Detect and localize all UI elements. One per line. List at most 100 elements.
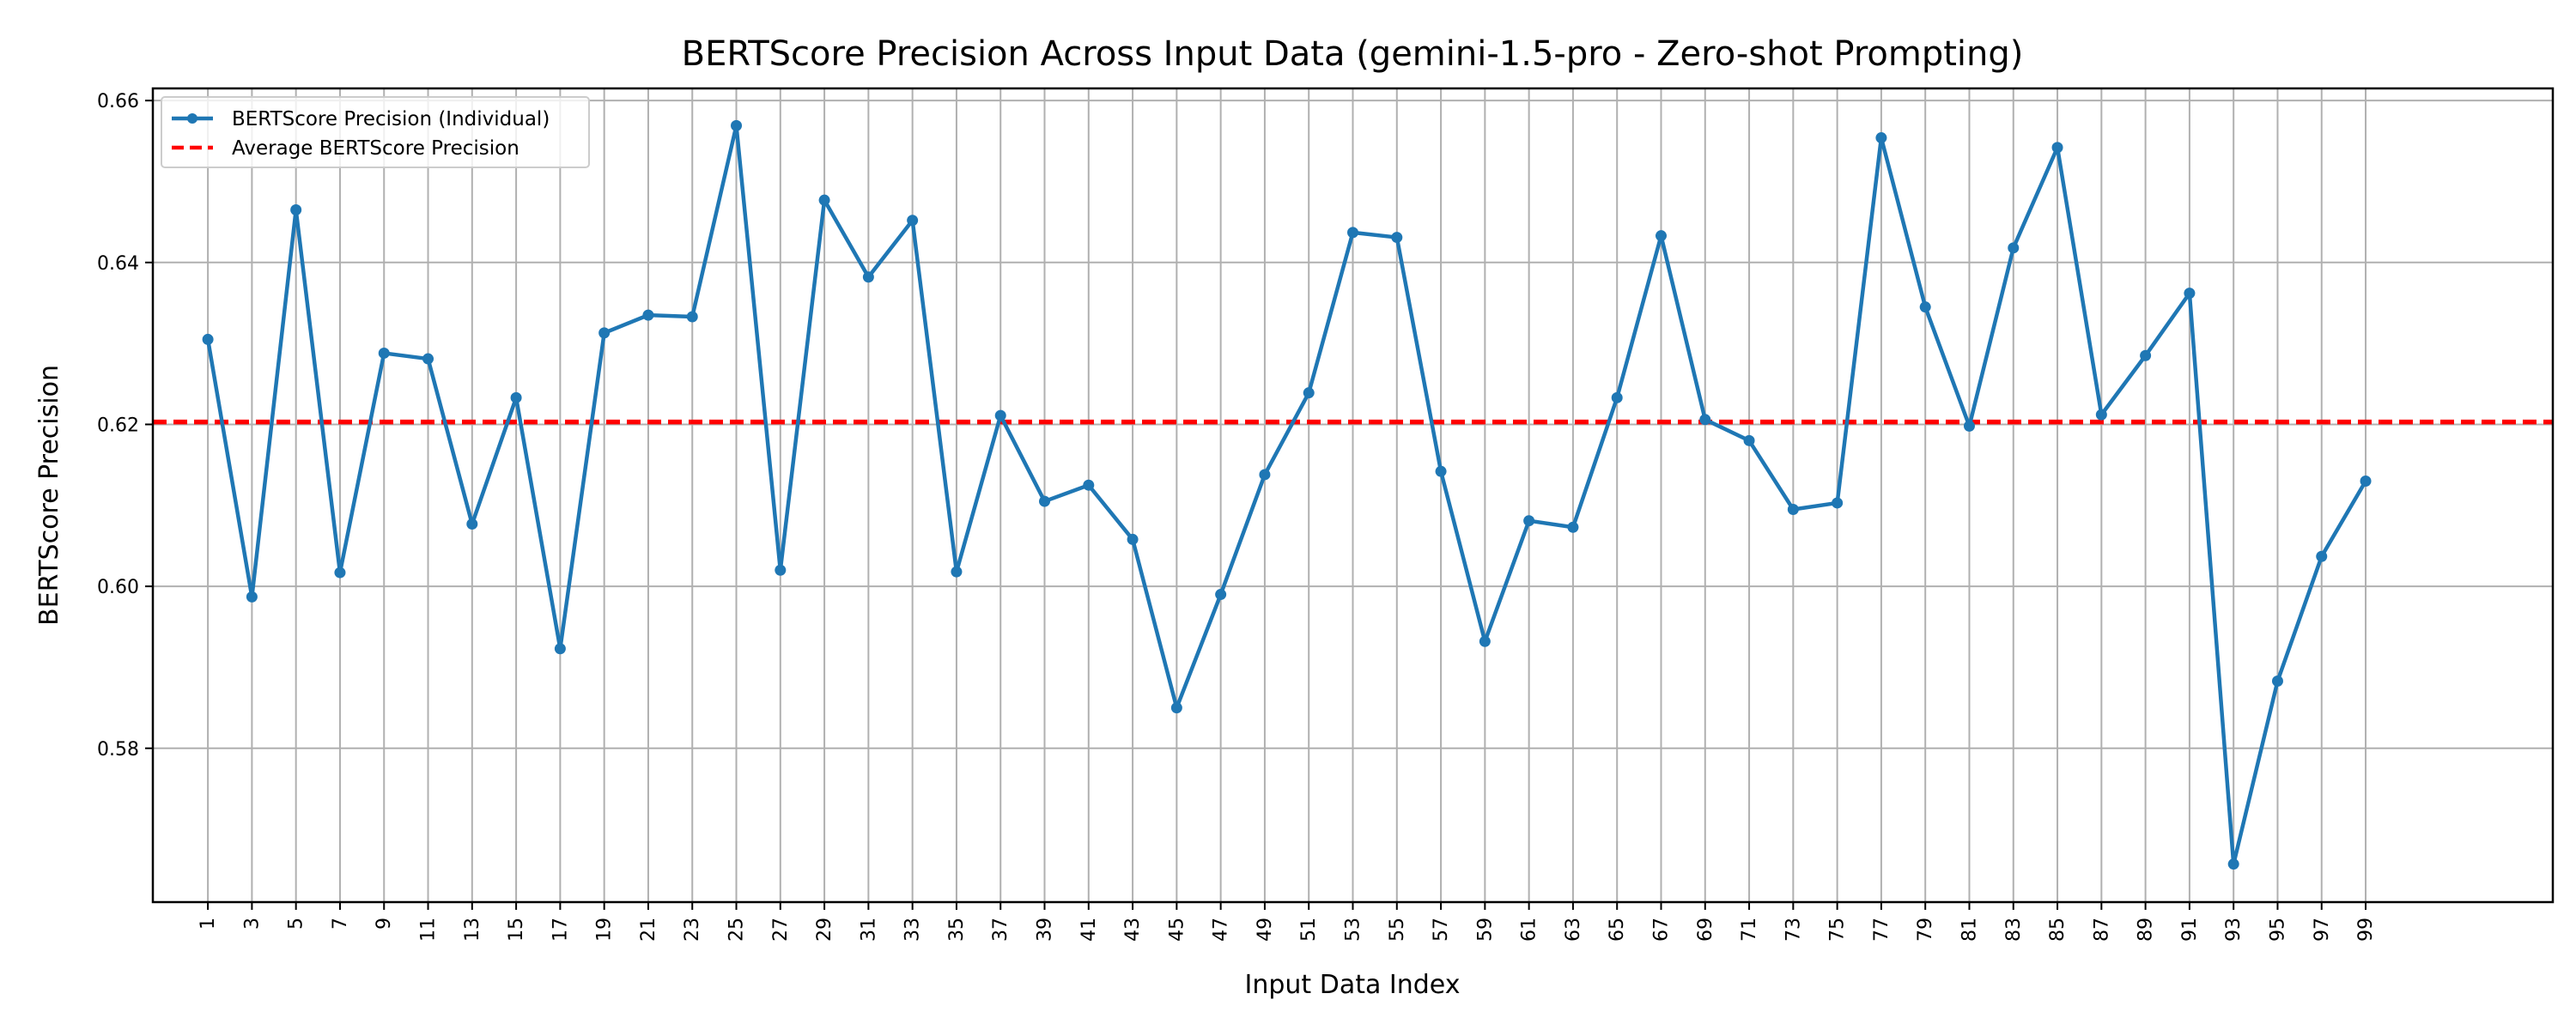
data-point: [731, 119, 743, 131]
x-tick-label: 87: [2091, 918, 2112, 942]
y-axis-ticks: 0.58 0.60 0.62 0.64 0.66: [97, 91, 153, 760]
x-tick-label: 67: [1650, 918, 1672, 942]
x-tick-label: 65: [1607, 918, 1628, 942]
x-tick-label: 99: [2355, 918, 2377, 942]
x-tick-label: 41: [1078, 918, 1100, 942]
x-tick-label: 47: [1211, 918, 1232, 942]
data-point: [466, 518, 478, 530]
data-point: [1699, 414, 1711, 426]
legend: BERTScore Precision (Individual) Average…: [161, 96, 590, 168]
data-point: [818, 194, 830, 206]
data-point: [2316, 550, 2328, 562]
x-tick-label: 5: [286, 918, 307, 930]
x-tick-label: 79: [1915, 918, 1936, 942]
data-point: [1743, 434, 1755, 446]
x-tick-label: 13: [462, 918, 483, 942]
x-tick-label: 35: [946, 918, 968, 942]
x-tick-label: 15: [506, 918, 527, 942]
x-tick-label: 77: [1871, 918, 1893, 942]
legend-box: [161, 96, 590, 168]
x-tick-label: 81: [1959, 918, 1980, 942]
data-point: [775, 564, 787, 576]
data-point: [951, 566, 963, 578]
data-point: [1567, 521, 1579, 533]
data-point: [1127, 533, 1139, 545]
x-tick-label: 73: [1783, 918, 1804, 942]
x-tick-label: 11: [418, 918, 440, 942]
x-tick-label: 39: [1035, 918, 1056, 942]
x-axis-label: Input Data Index: [1245, 970, 1461, 1000]
x-tick-label: 19: [594, 918, 616, 942]
data-point: [1215, 589, 1227, 601]
y-tick-label: 0.64: [97, 253, 139, 275]
grid-lines: [153, 88, 2553, 902]
legend-label-individual: BERTScore Precision (Individual): [232, 108, 550, 130]
data-point: [2184, 288, 2196, 300]
x-tick-label: 59: [1474, 918, 1496, 942]
data-point: [1787, 504, 1799, 516]
x-tick-label: 49: [1255, 918, 1276, 942]
data-point: [1303, 387, 1315, 399]
data-point: [686, 311, 698, 323]
x-tick-label: 31: [858, 918, 879, 942]
x-axis-ticks: 1 3 5 7 9 11 13 15 17 19 21 23 25 27 29 31 33 35 37 39 41 43 4…: [197, 902, 2377, 942]
data-point: [1083, 479, 1095, 491]
data-point: [1611, 391, 1623, 403]
x-tick-label: 9: [374, 918, 395, 930]
data-point: [1435, 465, 1447, 477]
x-tick-label: 3: [241, 918, 263, 930]
x-tick-label: 43: [1122, 918, 1144, 942]
data-point: [1259, 469, 1271, 481]
data-point: [2095, 409, 2107, 421]
x-tick-label: 91: [2179, 918, 2201, 942]
x-tick-label: 37: [990, 918, 1012, 942]
data-point: [1832, 497, 1844, 509]
x-tick-label: 25: [726, 918, 748, 942]
x-tick-label: 71: [1739, 918, 1760, 942]
legend-label-average: Average BERTScore Precision: [232, 137, 519, 160]
data-point: [422, 353, 434, 365]
y-axis-label: BERTScore Precision: [34, 365, 64, 626]
x-tick-label: 45: [1166, 918, 1188, 942]
data-point: [1523, 515, 1535, 527]
x-tick-label: 55: [1387, 918, 1408, 942]
data-point: [202, 333, 214, 345]
x-tick-label: 29: [814, 918, 835, 942]
data-point: [1039, 495, 1051, 507]
x-tick-label: 23: [682, 918, 703, 942]
data-point: [2051, 142, 2063, 154]
x-tick-label: 17: [550, 918, 571, 942]
data-point: [907, 215, 919, 227]
legend-marker-individual: [187, 113, 197, 124]
x-tick-label: 95: [2267, 918, 2288, 942]
data-point: [290, 203, 302, 215]
data-point: [1391, 232, 1403, 244]
x-tick-label: 1: [197, 918, 219, 930]
x-tick-label: 57: [1431, 918, 1452, 942]
x-tick-label: 21: [638, 918, 659, 942]
x-tick-label: 33: [902, 918, 924, 942]
data-point: [598, 327, 611, 339]
data-point: [1479, 635, 1491, 647]
data-point: [2140, 349, 2152, 361]
y-tick-label: 0.58: [97, 739, 139, 760]
data-point: [1655, 230, 1667, 242]
data-point: [1963, 420, 1975, 432]
data-point: [1170, 702, 1182, 714]
data-point: [2227, 858, 2239, 870]
data-point: [1347, 227, 1358, 239]
x-tick-label: 51: [1298, 918, 1320, 942]
data-point: [1875, 132, 1887, 144]
data-point: [378, 347, 390, 359]
data-point: [862, 271, 874, 283]
data-point: [554, 643, 566, 655]
x-tick-label: 85: [2047, 918, 2069, 942]
data-point: [2360, 475, 2372, 487]
data-point: [642, 309, 654, 321]
data-point: [994, 409, 1006, 421]
data-point: [510, 391, 522, 403]
y-tick-label: 0.62: [97, 415, 139, 436]
x-tick-label: 27: [770, 918, 792, 942]
